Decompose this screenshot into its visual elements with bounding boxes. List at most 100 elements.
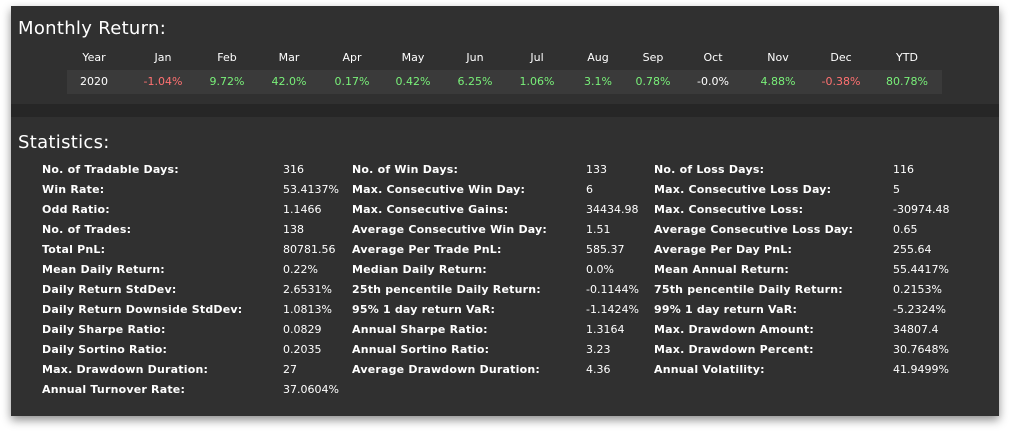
stat-label: Win Rate: <box>42 183 105 196</box>
month-header-nov: Nov <box>767 51 789 64</box>
stat-label: Median Daily Return: <box>352 263 487 276</box>
month-return-jan: -1.04% <box>143 75 183 88</box>
stat-value: 4.36 <box>586 363 611 376</box>
stat-label: 95% 1 day return VaR: <box>352 303 496 316</box>
month-header-mar: Mar <box>278 51 300 64</box>
stat-value: 138 <box>283 223 304 236</box>
stat-label: No. of Trades: <box>42 223 132 236</box>
month-return-apr: 0.17% <box>334 75 370 88</box>
month-return-jun: 6.25% <box>457 75 493 88</box>
stat-value: 133 <box>586 163 607 176</box>
month-return-oct: -0.0% <box>697 75 729 88</box>
stats-row: Daily Return Downside StdDev: 1.0813% 95% … <box>11 300 999 320</box>
stat-label: Max. Drawdown Percent: <box>654 343 814 356</box>
stat-label: Mean Annual Return: <box>654 263 789 276</box>
month-header-jun: Jun <box>466 51 484 64</box>
stats-row: No. of Trades: 138 Average Consecutive Win… <box>11 220 999 240</box>
stat-label: No. of Win Days: <box>352 163 459 176</box>
stat-value: 255.64 <box>893 243 932 256</box>
stat-value: -0.1144% <box>586 283 639 296</box>
stats-row: Annual Turnover Rate: 37.0604% <box>11 380 999 400</box>
month-header-year: Year <box>82 51 106 64</box>
stat-label: No. of Tradable Days: <box>42 163 179 176</box>
month-return-dec: -0.38% <box>821 75 861 88</box>
stat-value: 80781.56 <box>283 243 336 256</box>
month-return-aug: 3.1% <box>584 75 612 88</box>
stat-label: Annual Volatility: <box>654 363 765 376</box>
stat-label: Average Consecutive Loss Day: <box>654 223 854 236</box>
returns-panel: Monthly Return: Year Jan Feb Mar Apr May Jun Ju… <box>11 6 999 416</box>
stat-value: 1.0813% <box>283 303 332 316</box>
stats-row: No. of Tradable Days: 316 No. of Win Days:… <box>11 160 999 180</box>
stat-label: 75th pencentile Daily Return: <box>654 283 843 296</box>
stat-label: 25th pencentile Daily Return: <box>352 283 541 296</box>
stat-label: Max. Drawdown Duration: <box>42 363 209 376</box>
stat-value: 116 <box>893 163 914 176</box>
stats-row: Daily Sortino Ratio: 0.2035 Annual Sortino… <box>11 340 999 360</box>
stat-value: 53.4137% <box>283 183 339 196</box>
stats-row: Daily Sharpe Ratio: 0.0829 Annual Sharpe R… <box>11 320 999 340</box>
month-return-mar: 42.0% <box>271 75 307 88</box>
stat-label: Average Per Trade PnL: <box>352 243 502 256</box>
month-header-aug: Aug <box>587 51 609 64</box>
stat-value: -1.1424% <box>586 303 639 316</box>
stats-row: Max. Drawdown Duration: 27 Average Drawdow… <box>11 360 999 380</box>
stat-value: 1.51 <box>586 223 611 236</box>
stat-value: -30974.48 <box>893 203 950 216</box>
stat-value: 5 <box>893 183 900 196</box>
month-return-may: 0.42% <box>395 75 431 88</box>
stat-value: 1.1466 <box>283 203 322 216</box>
monthly-return-title: Monthly Return: <box>18 18 167 39</box>
stat-value: 6 <box>586 183 593 196</box>
month-return-ytd: 80.78% <box>886 75 928 88</box>
monthly-return-table: Year Jan Feb Mar Apr May Jun Jul Aug Sep Oct Nov Dec… <box>67 46 942 94</box>
stat-label: Mean Daily Return: <box>42 263 165 276</box>
stat-label: Annual Turnover Rate: <box>42 383 186 396</box>
stat-value: 34434.98 <box>586 203 639 216</box>
month-header-jul: Jul <box>530 51 544 64</box>
month-header-dec: Dec <box>830 51 852 64</box>
section-divider <box>11 104 999 117</box>
month-return-feb: 9.72% <box>209 75 245 88</box>
stats-row: Total PnL: 80781.56 Average Per Trade PnL:… <box>11 240 999 260</box>
stat-value: 3.23 <box>586 343 611 356</box>
stat-label: Average Consecutive Win Day: <box>352 223 548 236</box>
month-header-ytd: YTD <box>896 51 918 64</box>
stat-value: 27 <box>283 363 297 376</box>
stat-value: 316 <box>283 163 304 176</box>
stat-value: 0.0829 <box>283 323 322 336</box>
stat-label: Average Drawdown Duration: <box>352 363 540 376</box>
stat-label: Max. Drawdown Amount: <box>654 323 814 336</box>
stat-label: Daily Return StdDev: <box>42 283 177 296</box>
stat-value: 41.9499% <box>893 363 949 376</box>
month-header-oct: Oct <box>703 51 723 64</box>
month-return-sep: 0.78% <box>635 75 671 88</box>
stat-value: 585.37 <box>586 243 625 256</box>
stat-value: 2.6531% <box>283 283 332 296</box>
stat-label: No. of Loss Days: <box>654 163 765 176</box>
stats-row: Odd Ratio: 1.1466 Max. Consecutive Gains: 3… <box>11 200 999 220</box>
stat-value: 1.3164 <box>586 323 625 336</box>
stat-label: Max. Consecutive Gains: <box>352 203 509 216</box>
stat-label: Average Per Day PnL: <box>654 243 793 256</box>
stat-label: Annual Sharpe Ratio: <box>352 323 488 336</box>
stats-row: Mean Daily Return: 0.22% Median Daily Retu… <box>11 260 999 280</box>
statistics-title: Statistics: <box>18 132 110 153</box>
stat-value: -5.2324% <box>893 303 946 316</box>
month-return-jul: 1.06% <box>519 75 555 88</box>
month-return-nov: 4.88% <box>760 75 796 88</box>
stat-value: 0.0% <box>586 263 614 276</box>
stat-label: Total PnL: <box>42 243 106 256</box>
monthly-return-data-row: 2020 -1.04% 9.72% 42.0% 0.17% 0.42% 6.25% 1.06%… <box>67 70 942 94</box>
stat-label: Annual Sortino Ratio: <box>352 343 490 356</box>
stat-label: Odd Ratio: <box>42 203 110 216</box>
month-header-feb: Feb <box>217 51 237 64</box>
stat-value: 0.22% <box>283 263 318 276</box>
stat-value: 30.7648% <box>893 343 949 356</box>
stats-row: Win Rate: 53.4137% Max. Consecutive Win Da… <box>11 180 999 200</box>
stat-value: 34807.4 <box>893 323 939 336</box>
stats-row: Daily Return StdDev: 2.6531% 25th pencenti… <box>11 280 999 300</box>
stat-value: 0.2035 <box>283 343 322 356</box>
monthly-return-header-row: Year Jan Feb Mar Apr May Jun Jul Aug Sep Oct Nov Dec… <box>67 46 942 70</box>
stat-label: Max. Consecutive Win Day: <box>352 183 526 196</box>
